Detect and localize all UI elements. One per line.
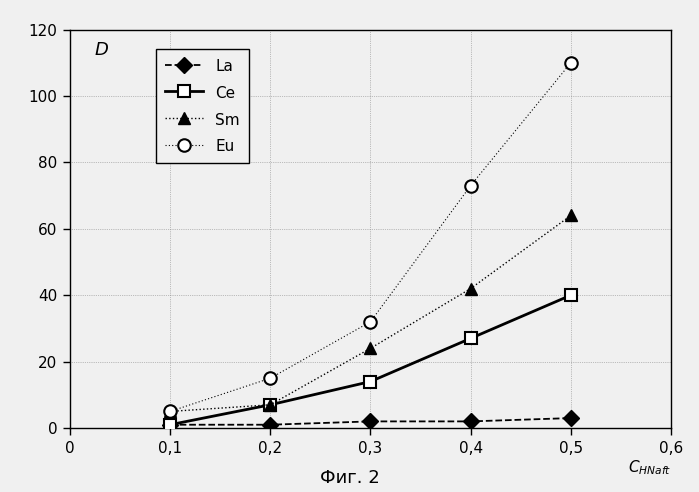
Text: $C_{HNaft}$: $C_{HNaft}$: [628, 459, 671, 477]
Eu: [366, 319, 375, 325]
Sm: [567, 213, 575, 218]
Eu: [166, 408, 174, 414]
Ce: [266, 402, 275, 408]
Text: Фиг. 2: Фиг. 2: [319, 469, 380, 487]
Sm: [466, 285, 475, 291]
Sm: [366, 345, 375, 351]
La: [567, 415, 575, 421]
Line: La: La: [164, 412, 577, 430]
Ce: [466, 336, 475, 341]
La: [466, 418, 475, 424]
La: [266, 422, 275, 428]
Line: Sm: Sm: [164, 209, 577, 418]
Eu: [266, 375, 275, 381]
La: [366, 418, 375, 424]
Ce: [166, 422, 174, 428]
La: [166, 422, 174, 428]
Eu: [567, 60, 575, 66]
Sm: [266, 402, 275, 408]
Eu: [466, 183, 475, 188]
Ce: [567, 292, 575, 298]
Sm: [166, 408, 174, 414]
Line: Eu: Eu: [164, 57, 577, 418]
Text: $D$: $D$: [94, 41, 109, 60]
Legend: La, Ce, Sm, Eu: La, Ce, Sm, Eu: [156, 49, 249, 163]
Ce: [366, 379, 375, 385]
Line: Ce: Ce: [164, 289, 577, 431]
